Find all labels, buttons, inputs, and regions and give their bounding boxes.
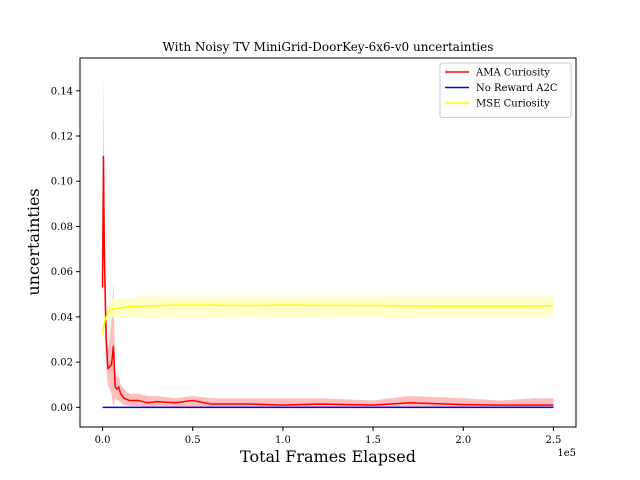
legend: AMA Curiosity No Reward A2C MSE Curiosity — [439, 62, 572, 118]
plot-area-frame — [79, 57, 577, 428]
band-ama-curiosity — [102, 72, 554, 408]
confidence-bands — [102, 72, 554, 408]
y-tick-label: 0.06 — [51, 267, 73, 278]
y-tick-label: 0.10 — [51, 177, 73, 188]
chart-title: With Noisy TV MiniGrid-DoorKey-6x6-v0 un… — [163, 40, 494, 54]
x-axis-label: Total Frames Elapsed — [240, 447, 416, 466]
x-tick-label: 1.0 — [275, 435, 291, 446]
x-axis-ticks: 0.0 0.5 1.0 1.5 2.0 2.5 — [95, 427, 562, 446]
band-mse-curiosity — [102, 296, 554, 340]
legend-box — [439, 62, 572, 118]
legend-label-ama-curiosity: AMA Curiosity — [475, 68, 550, 79]
x-tick-label: 0.0 — [95, 435, 111, 446]
y-tick-label: 0.00 — [51, 403, 73, 414]
x-tick-label: 1.5 — [365, 435, 381, 446]
y-tick-label: 0.12 — [51, 132, 73, 143]
x-tick-label: 2.0 — [455, 435, 471, 446]
y-tick-label: 0.04 — [51, 312, 73, 323]
x-tick-label: 2.5 — [546, 435, 562, 446]
y-axis-ticks: 0.00 0.02 0.04 0.06 0.08 0.10 0.12 0.14 — [51, 86, 80, 414]
x-axis-offset-text: 1e5 — [557, 448, 576, 459]
series-line-mse-curiosity — [101, 304, 554, 333]
x-tick-label: 0.5 — [185, 435, 201, 446]
y-axis-label: uncertainties — [24, 188, 43, 295]
series-line-ama-curiosity — [101, 155, 554, 406]
y-tick-label: 0.08 — [51, 222, 73, 233]
legend-label-no-reward-a2c: No Reward A2C — [476, 83, 558, 94]
series-lines — [101, 155, 554, 409]
y-tick-label: 0.14 — [51, 86, 73, 97]
legend-label-mse-curiosity: MSE Curiosity — [476, 99, 550, 110]
y-tick-label: 0.02 — [51, 358, 73, 369]
